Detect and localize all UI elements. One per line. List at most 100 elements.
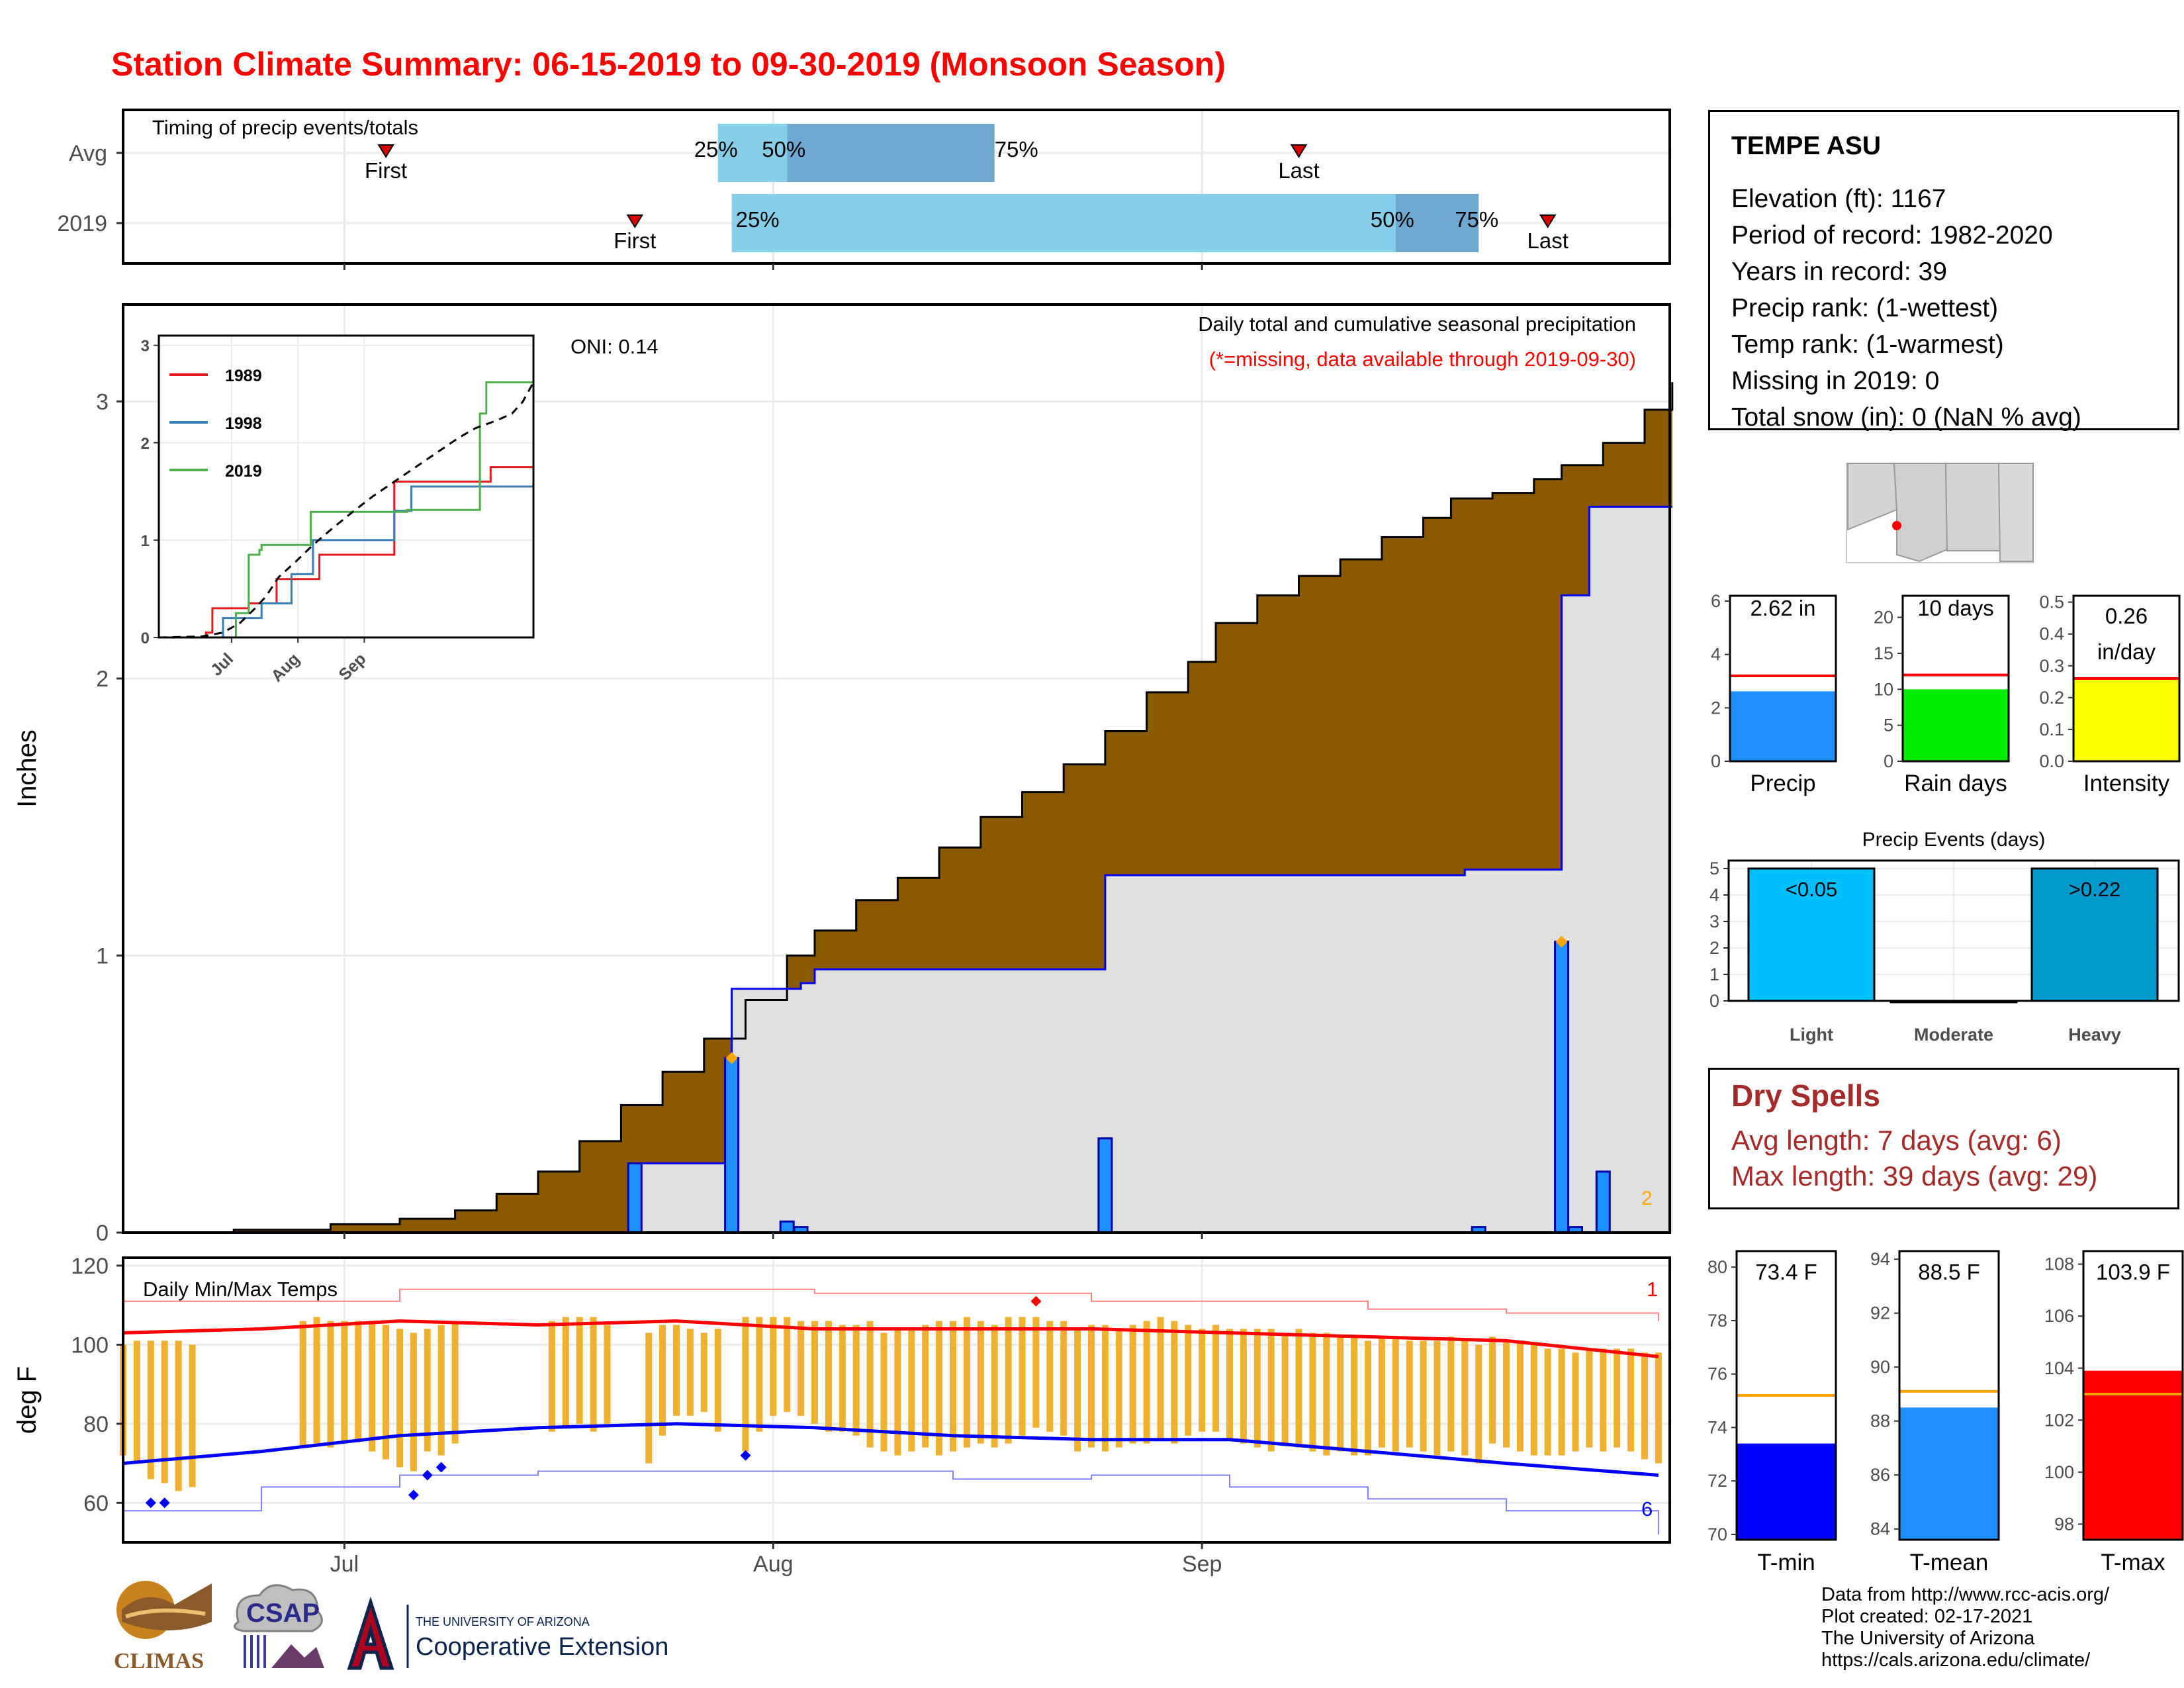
events-bar-light xyxy=(1747,867,1876,1002)
summary-bar xyxy=(2073,679,2179,761)
temp-daily-bar xyxy=(548,1321,555,1432)
temp-record-low-marker xyxy=(159,1497,170,1509)
logos: CLIMAS CSAP THE UNIVERSITY OF ARIZONA Co… xyxy=(114,1581,668,1673)
events-category-label: Moderate xyxy=(1914,1025,1993,1045)
x-tick-label-jul: Jul xyxy=(330,1552,359,1577)
temp-daily-bar xyxy=(811,1321,818,1424)
precip-daily-bar xyxy=(1554,941,1570,1234)
precip-max-marker xyxy=(725,1052,738,1064)
temp-daily-bar xyxy=(1655,1352,1662,1464)
ua-small-text: THE UNIVERSITY OF ARIZONA xyxy=(416,1615,590,1628)
temp-title: Daily Min/Max Temps xyxy=(143,1278,338,1301)
summary-y-tick-label: 6 xyxy=(1711,591,1721,611)
timing-bar-50-75 xyxy=(787,124,995,182)
station-snow: Total snow (in): 0 (NaN % avg) xyxy=(1731,403,2081,432)
summary-y-tick-label: 15 xyxy=(1874,643,1893,663)
temp-daily-bar xyxy=(852,1325,860,1436)
temp-summary-frame xyxy=(1898,1250,2000,1541)
temp-daily-bar xyxy=(437,1325,445,1456)
x-tick-label-aug: Aug xyxy=(753,1552,794,1577)
temp-summary-y-tick-label: 72 xyxy=(1707,1471,1727,1491)
temp-daily-bar xyxy=(1586,1348,1593,1448)
temp-corner-bottom: 6 xyxy=(1641,1497,1653,1521)
temp-daily-bar xyxy=(1406,1340,1413,1448)
events-heavy-value-label: >0.22 xyxy=(2069,878,2120,901)
temp-summary-bar xyxy=(1737,1443,1836,1540)
temp-daily-bar xyxy=(1157,1317,1164,1440)
station-elevation: Elevation (ft): 1167 xyxy=(1731,185,1946,213)
events-y-tick-label: 3 xyxy=(1709,912,1719,931)
precip-daily-bar xyxy=(724,1056,740,1234)
temp-summary-y-tick-label: 74 xyxy=(1707,1417,1727,1437)
temp-daily-bar xyxy=(1088,1325,1095,1448)
temp-avg-min-line xyxy=(122,1422,1659,1477)
inset-avg-line xyxy=(158,381,535,639)
csap-mountain-icon xyxy=(271,1644,324,1668)
precip-y-tick-label: 0 xyxy=(96,1221,109,1246)
temp-record-low-marker xyxy=(740,1450,751,1461)
timing-row-label: 2019 xyxy=(57,211,107,236)
temp-daily-bar xyxy=(1005,1317,1012,1444)
temp-summary-y-tick-label: 106 xyxy=(2044,1306,2074,1326)
inset-series-1989 xyxy=(159,466,533,639)
temp-daily-bar xyxy=(1378,1336,1385,1448)
coop-extension-text: Cooperative Extension xyxy=(416,1633,668,1661)
timing-bar-25-50 xyxy=(731,194,1396,252)
inset-y-tick-label: 1 xyxy=(141,532,150,550)
temp-daily-bar xyxy=(950,1321,956,1452)
temp-daily-bar xyxy=(1060,1321,1068,1436)
temp-daily-bar xyxy=(936,1321,943,1456)
events-y-tick-label: 5 xyxy=(1709,859,1719,878)
summary-y-tick-label: 2 xyxy=(1711,698,1721,718)
temp-record-max-line xyxy=(123,1288,1659,1321)
temp-daily-bar xyxy=(1101,1325,1109,1452)
temp-daily-bar xyxy=(797,1321,805,1416)
timing-label-p25: 25% xyxy=(694,137,738,162)
temp-summary-t-max: 98 100 102 104 106 108 103.9 F T-max xyxy=(2044,1250,2184,1575)
temp-daily-bar xyxy=(1530,1344,1537,1456)
precip-title: Daily total and cumulative seasonal prec… xyxy=(1198,312,1636,336)
summary-chart-rain-days: 0 5 10 15 20 Rain days xyxy=(1874,594,2010,796)
x-tick-label-sep: Sep xyxy=(1182,1552,1222,1577)
temp-daily-bar xyxy=(161,1340,168,1483)
temp-daily-bar xyxy=(742,1317,749,1452)
dry-spells-avg: Avg length: 7 days (avg: 6) xyxy=(1731,1125,2062,1156)
temp-daily-bar xyxy=(1212,1325,1220,1432)
precip-max-marker xyxy=(1555,935,1568,948)
timing-last-marker xyxy=(1539,214,1557,228)
dry-spells-max: Max length: 39 days (avg: 29) xyxy=(1731,1160,2098,1192)
summary-category-label: Precip xyxy=(1750,771,1815,796)
temp-summary-y-tick-label: 88 xyxy=(1870,1411,1890,1431)
timing-title: Timing of precip events/totals xyxy=(152,116,418,139)
precip-daily-bar xyxy=(1595,1170,1611,1234)
timing-label-p75: 75% xyxy=(1455,207,1498,232)
intensity-unit-label: in/day xyxy=(2097,639,2156,664)
temp-record-min-line xyxy=(123,1470,1659,1535)
temp-daily-bar xyxy=(396,1329,403,1468)
temp-daily-bar xyxy=(1461,1340,1469,1456)
events-y-tick-label: 4 xyxy=(1709,885,1719,905)
summary-y-tick-label: 0.4 xyxy=(2039,624,2064,644)
precip-daily-bar xyxy=(1097,1137,1113,1234)
temp-y-tick-label: 60 xyxy=(83,1491,109,1516)
temp-daily-bar xyxy=(1475,1344,1482,1464)
timing-last-label: Last xyxy=(1278,158,1319,183)
precip-value-label: 2.62 in xyxy=(1750,596,1815,620)
precip-corner-label: 2 xyxy=(1641,1188,1653,1209)
temp-daily-bar xyxy=(673,1325,680,1416)
temp-summary-category-label: T-min xyxy=(1757,1550,1815,1575)
events-light-value-label: <0.05 xyxy=(1786,878,1837,901)
summary-y-tick-label: 5 xyxy=(1884,716,1893,735)
temp-daily-bar xyxy=(908,1329,915,1452)
temp-daily-bar xyxy=(1171,1321,1178,1444)
summary-y-tick-label: 4 xyxy=(1711,645,1721,665)
rain-days-value-label: 10 days xyxy=(1917,596,1994,620)
station-period: Period of record: 1982-2020 xyxy=(1731,221,2053,250)
credits: Data from http://www.rcc-acis.org/ Plot … xyxy=(1821,1584,2109,1671)
timing-bar-50-75 xyxy=(1395,194,1479,252)
temp-daily-bar xyxy=(1281,1333,1289,1444)
summary-category-label: Rain days xyxy=(1904,771,2007,796)
inset-legend-label: 2019 xyxy=(225,462,262,481)
csap-rain-icon xyxy=(244,1635,266,1668)
temp-daily-bar xyxy=(1351,1336,1358,1456)
